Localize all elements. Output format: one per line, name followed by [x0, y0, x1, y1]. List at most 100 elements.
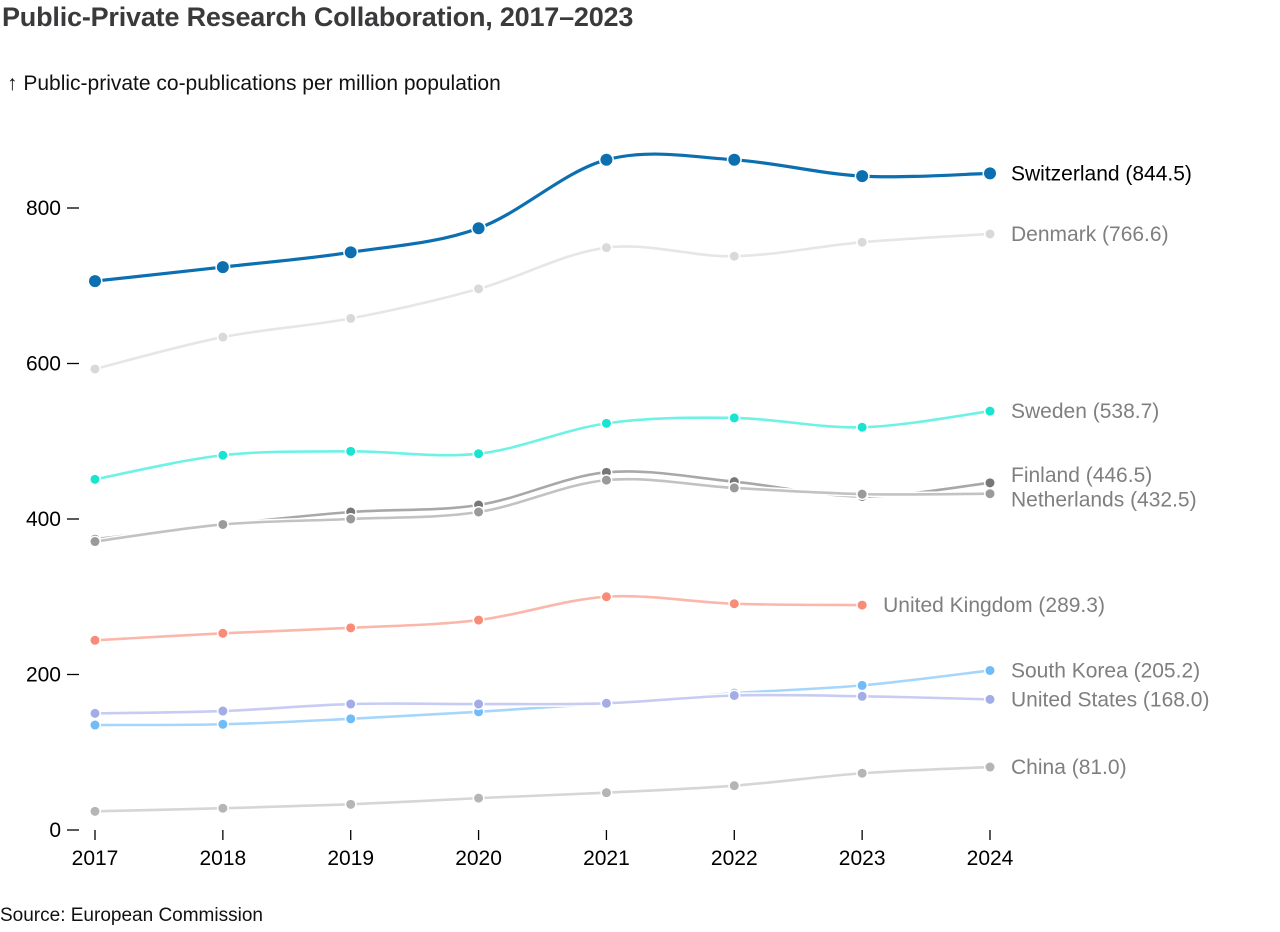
data-point-china	[601, 788, 611, 798]
series-switzerland	[87, 151, 998, 289]
y-tick-label: 200	[26, 664, 61, 687]
data-point-united-kingdom	[346, 623, 356, 633]
data-point-sweden	[985, 406, 995, 416]
data-point-netherlands	[857, 489, 867, 499]
series-line-south-korea	[93, 669, 992, 727]
x-tick-label: 2017	[72, 847, 119, 870]
data-point-denmark	[474, 284, 484, 294]
data-point-united-kingdom	[90, 635, 100, 645]
data-point-netherlands	[729, 483, 739, 493]
data-point-denmark	[985, 229, 995, 239]
data-point-switzerland	[984, 167, 996, 180]
series-label-netherlands: Netherlands (432.5)	[1011, 489, 1197, 512]
data-point-south-korea	[985, 665, 995, 675]
data-point-sweden	[729, 413, 739, 423]
series-denmark	[89, 227, 996, 375]
data-point-china	[985, 762, 995, 772]
data-point-united-states	[90, 708, 100, 718]
series-line-china	[93, 765, 992, 813]
y-tick-label: 800	[26, 197, 61, 220]
series-line-denmark	[93, 232, 992, 371]
x-tick-label: 2024	[967, 847, 1014, 870]
data-point-united-states	[601, 698, 611, 708]
data-point-south-korea	[346, 714, 356, 724]
data-point-netherlands	[985, 489, 995, 499]
data-point-south-korea	[857, 680, 867, 690]
series-netherlands	[89, 474, 996, 548]
data-point-united-states	[857, 691, 867, 701]
data-point-united-kingdom	[729, 599, 739, 609]
series-label-switzerland: Switzerland (844.5)	[1011, 162, 1192, 185]
data-point-united-states	[474, 699, 484, 709]
data-point-china	[729, 781, 739, 791]
data-point-denmark	[218, 332, 228, 342]
y-axis: 0 200 400 600 800	[26, 197, 79, 842]
x-tick-label: 2019	[327, 847, 374, 870]
data-point-united-states	[218, 706, 228, 716]
series-label-united-kingdom: United Kingdom (289.3)	[883, 594, 1105, 617]
series-label-united-states: United States (168.0)	[1011, 688, 1209, 711]
series-line-finland	[93, 470, 992, 541]
data-point-switzerland	[856, 170, 869, 183]
series-line-halo	[92, 468, 993, 543]
data-point-switzerland	[344, 246, 357, 259]
data-point-china	[474, 793, 484, 803]
data-point-china	[90, 806, 100, 816]
data-point-denmark	[857, 237, 867, 247]
series-label-denmark: Denmark (766.6)	[1011, 223, 1169, 246]
data-point-denmark	[90, 364, 100, 374]
y-tick-label: 400	[26, 508, 61, 531]
y-axis-label: ↑ Public-private co-publications per mil…	[7, 72, 501, 95]
data-point-sweden	[346, 446, 356, 456]
data-point-united-kingdom	[474, 615, 484, 625]
series-labels: Denmark (766.6) Sweden (538.7) Finland (44…	[883, 162, 1209, 779]
data-point-sweden	[474, 449, 484, 459]
series-united-states	[89, 689, 996, 720]
data-point-united-kingdom	[857, 600, 867, 610]
series-china	[89, 761, 996, 818]
data-point-china	[857, 768, 867, 778]
data-point-netherlands	[474, 507, 484, 517]
data-point-finland	[985, 478, 995, 488]
data-point-united-kingdom	[218, 628, 228, 638]
series-label-finland: Finland (446.5)	[1011, 464, 1152, 487]
series-line-united-states	[93, 693, 992, 715]
series-label-south-korea: South Korea (205.2)	[1011, 659, 1200, 682]
data-point-netherlands	[346, 514, 356, 524]
data-point-netherlands	[601, 475, 611, 485]
data-point-united-states	[729, 690, 739, 700]
series-united-kingdom	[89, 590, 869, 647]
data-point-china	[218, 803, 228, 813]
x-tick-label: 2018	[199, 847, 246, 870]
y-tick-label: 0	[49, 819, 61, 842]
x-tick-label: 2022	[711, 847, 758, 870]
data-point-denmark	[346, 313, 356, 323]
series-line-halo	[92, 408, 993, 483]
data-point-netherlands	[218, 519, 228, 529]
y-tick-label: 600	[26, 353, 61, 376]
x-tick-label: 2021	[583, 847, 630, 870]
data-point-denmark	[601, 243, 611, 253]
data-point-south-korea	[90, 720, 100, 730]
series-lines	[87, 151, 998, 818]
data-point-denmark	[729, 251, 739, 261]
x-tick-label: 2023	[839, 847, 886, 870]
data-point-switzerland	[728, 153, 741, 166]
data-point-sweden	[601, 418, 611, 428]
data-point-switzerland	[89, 275, 101, 288]
data-point-united-states	[346, 699, 356, 709]
x-axis: 2017 2018 2019 2020 2021 2022 2023 2024	[72, 830, 1014, 870]
x-tick-label: 2020	[455, 847, 502, 870]
source-note: Source: European Commission	[0, 905, 263, 926]
data-point-sweden	[857, 422, 867, 432]
data-point-china	[346, 799, 356, 809]
data-point-switzerland	[472, 222, 485, 235]
data-point-sweden	[218, 450, 228, 460]
data-point-switzerland	[216, 261, 229, 274]
data-point-sweden	[90, 474, 100, 484]
data-point-united-kingdom	[601, 592, 611, 602]
data-point-united-states	[985, 694, 995, 704]
series-label-china: China (81.0)	[1011, 756, 1127, 779]
series-line-halo	[92, 231, 993, 372]
